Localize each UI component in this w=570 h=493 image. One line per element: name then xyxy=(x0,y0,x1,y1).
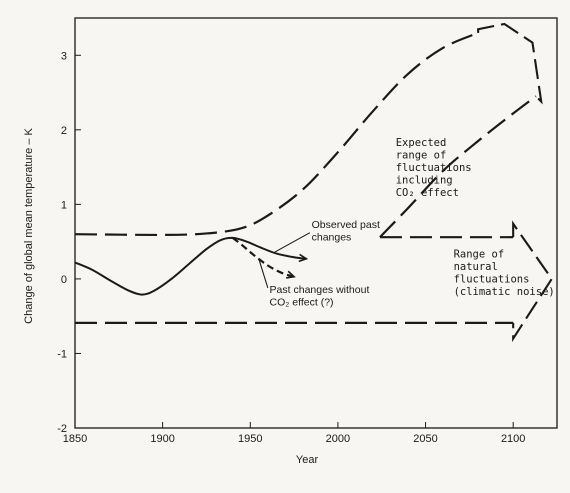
ticks: 1850 1900 1950 2000 2050 2100 -2 -1 0 1 2 3 xyxy=(57,50,525,445)
series-line-observed xyxy=(75,236,307,296)
x-tick-label: 2000 xyxy=(326,433,350,445)
plot-frame xyxy=(74,17,558,429)
natural-range-arrowhead xyxy=(512,220,554,343)
y-axis-label: Change of global mean temperature – K xyxy=(23,128,35,324)
x-tick-label: 1950 xyxy=(238,433,262,445)
x-tick-label: 1900 xyxy=(150,433,174,445)
without-co2-arrowhead xyxy=(286,270,296,279)
axes xyxy=(74,17,558,429)
curves xyxy=(75,31,537,324)
without-leader-line xyxy=(258,259,269,289)
annotations: Observed past changes Past changes without… xyxy=(270,137,555,308)
y-tick-label: -2 xyxy=(57,423,67,435)
observed-leader-line xyxy=(274,232,311,253)
annotation-without: Past changes without CO₂ effect (?) xyxy=(270,284,370,309)
x-tick-label: 1850 xyxy=(63,433,87,445)
y-tick-label: 0 xyxy=(61,274,67,286)
y-tick-label: -1 xyxy=(57,348,67,360)
expected-range-arrowhead xyxy=(477,22,543,105)
arrow-heads xyxy=(258,22,554,343)
annotation-expected: Expected range of fluctuations including CO₂… xyxy=(396,137,472,199)
y-tick-label: 3 xyxy=(61,50,67,62)
series-line-expected_upper xyxy=(75,31,479,237)
series-line-without_co2 xyxy=(232,237,295,278)
x-tick-label: 2100 xyxy=(501,433,525,445)
annotation-natural: Range of natural fluctuations (climatic noi… xyxy=(454,248,555,298)
y-tick-label: 2 xyxy=(61,125,67,137)
x-tick-label: 2050 xyxy=(413,433,437,445)
annotation-observed: Observed past changes xyxy=(312,219,380,244)
observed-arrowhead xyxy=(298,253,309,263)
series-line-expected_lower xyxy=(379,95,537,238)
y-tick-label: 1 xyxy=(61,199,67,211)
x-axis-label: Year xyxy=(296,454,319,466)
